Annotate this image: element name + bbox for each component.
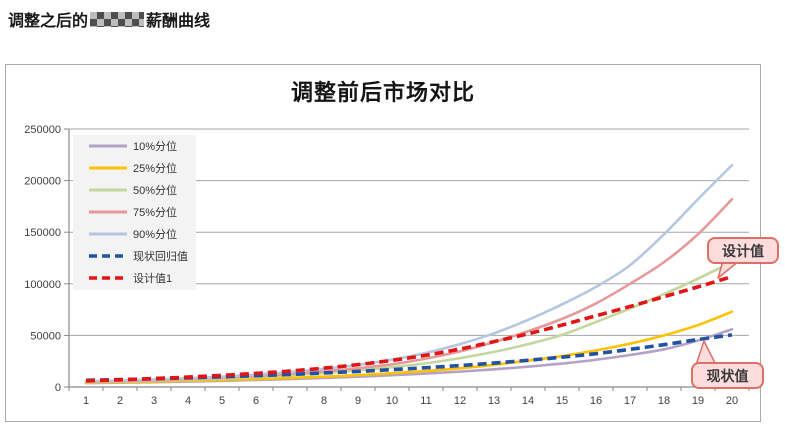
x-axis-label: 19 (692, 395, 704, 407)
x-axis-label: 5 (219, 395, 225, 407)
y-axis-label: 200000 (24, 176, 61, 188)
x-axis-label: 15 (556, 395, 568, 407)
document-title-suffix: 薪酬曲线 (146, 13, 211, 30)
x-axis-label: 13 (488, 395, 500, 407)
x-axis-label: 9 (355, 395, 361, 407)
y-axis-label: 250000 (24, 124, 61, 136)
legend-label: 10%分位 (133, 139, 177, 153)
callout-design-value-label: 设计值 (722, 242, 764, 259)
x-axis-label: 8 (321, 395, 327, 407)
x-axis-label: 10 (386, 395, 398, 407)
x-axis-label: 3 (151, 395, 157, 407)
x-axis-label: 12 (454, 395, 466, 407)
x-axis-label: 11 (420, 395, 431, 407)
callout-design-value[interactable]: 设计值 (707, 237, 779, 264)
callout-current-value-label: 现状值 (706, 367, 749, 384)
chart-title: 调整前后市场对比 (290, 80, 475, 105)
y-axis-label: 100000 (24, 279, 61, 291)
y-axis-label: 0 (55, 382, 61, 394)
salary-comparison-chart[interactable]: 调整前后市场对比 0 50000 100000 150000 200000 250000 1… (5, 64, 779, 422)
y-axis-label: 150000 (24, 227, 61, 239)
legend-label: 90%分位 (133, 227, 177, 241)
x-axis-label: 1 (83, 395, 89, 407)
y-axis-label: 50000 (30, 330, 61, 342)
legend-label: 设计值1 (133, 272, 172, 285)
callout-current-value[interactable]: 现状值 (691, 362, 764, 389)
x-axis-label: 17 (624, 395, 636, 407)
series-line-设计值1 (85, 274, 733, 383)
x-axis-label: 18 (658, 395, 670, 407)
x-axis-label: 16 (590, 395, 602, 407)
document-title-prefix: 调整之后的 (8, 13, 89, 30)
x-axis-label: 14 (522, 395, 534, 407)
legend-label: 25%分位 (133, 161, 177, 175)
redaction-mosaic (90, 11, 145, 27)
x-axis-label: 2 (117, 395, 123, 407)
x-axis-label: 6 (253, 395, 259, 407)
legend-label: 75%分位 (133, 205, 177, 219)
legend-label: 现状回归值 (133, 249, 188, 263)
x-axis-label: 7 (287, 395, 293, 407)
document-title: 调整之后的 薪酬曲线 (8, 8, 210, 30)
x-axis-label: 4 (185, 395, 191, 407)
x-axis-label: 20 (726, 395, 738, 407)
legend-label: 50%分位 (133, 183, 177, 197)
